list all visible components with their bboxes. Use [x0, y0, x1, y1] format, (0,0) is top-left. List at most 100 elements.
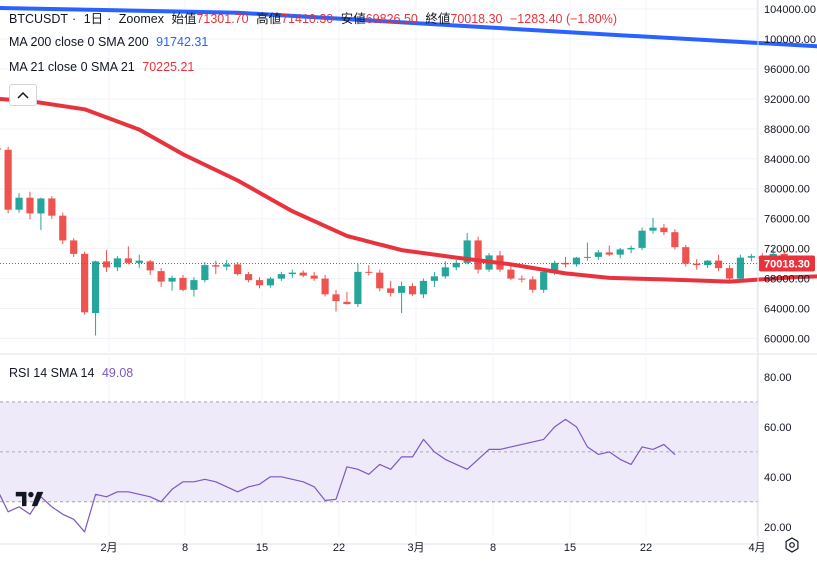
- candle: [408, 283, 417, 296]
- ma200-value: 91742.31: [156, 35, 209, 49]
- candle: [671, 229, 679, 250]
- ma21-line: [0, 97, 817, 284]
- candle-body: [332, 294, 340, 302]
- candle-body: [59, 215, 67, 241]
- candle-body: [277, 274, 285, 279]
- time-tick-label: 22: [333, 542, 345, 554]
- candle-body: [135, 260, 143, 263]
- collapse-legend-button[interactable]: [9, 84, 37, 106]
- candle-body: [419, 280, 428, 295]
- price-tick-label: 100000.00: [764, 34, 816, 46]
- candle: [168, 275, 176, 291]
- ma21-legend[interactable]: MA 21 close 0 SMA 21 70225.21: [9, 60, 198, 74]
- candle: [736, 254, 745, 281]
- candle: [441, 261, 449, 279]
- candle: [376, 269, 384, 292]
- rsi-line: [0, 418, 676, 533]
- candle: [638, 227, 646, 251]
- candle: [693, 259, 701, 270]
- rsi-pane: [0, 401, 758, 503]
- candle-body: [540, 271, 548, 290]
- candle-body: [430, 276, 438, 281]
- candle: [704, 259, 712, 269]
- high-label: 高値: [256, 12, 282, 26]
- rsi-tick-label: 80.00: [764, 372, 792, 384]
- time-tick-label: 15: [564, 542, 576, 554]
- price-tick-label: 84000.00: [764, 154, 810, 166]
- ohlc-legend: BTCUSDT · 1日 · Zoomex 始值71301.70 高値71410.3…: [9, 12, 618, 26]
- candle-body: [255, 280, 264, 286]
- candle: [190, 277, 198, 297]
- rsi-label: RSI 14 SMA 14: [9, 366, 95, 380]
- candle: [135, 254, 143, 269]
- tradingview-logo-icon[interactable]: [14, 488, 46, 510]
- candle-body: [616, 249, 624, 255]
- candle-body: [124, 258, 132, 263]
- candle-body: [244, 274, 253, 281]
- candle: [387, 280, 395, 297]
- candle-body: [310, 275, 318, 279]
- candle: [157, 268, 165, 287]
- last-price-label: 70018.30: [764, 258, 810, 270]
- candle: [277, 271, 285, 281]
- candle-body: [212, 265, 220, 267]
- candle-body: [146, 261, 154, 271]
- candle-body: [190, 280, 198, 290]
- candle-body: [354, 271, 362, 305]
- price-tick-label: 76000.00: [764, 214, 810, 226]
- high-value: 71410.30: [281, 12, 334, 26]
- candle: [594, 250, 602, 260]
- candle-body: [4, 149, 12, 210]
- candle: [605, 245, 613, 257]
- candle-body: [649, 227, 657, 231]
- candle-body: [48, 198, 56, 216]
- candle-body: [725, 268, 734, 279]
- candle: [244, 271, 253, 283]
- open-value: 71301.70: [196, 12, 249, 26]
- chevron-up-icon: [17, 91, 29, 99]
- candle-body: [474, 240, 482, 270]
- candle-body: [288, 272, 296, 275]
- rsi-legend[interactable]: RSI 14 SMA 14 49.08: [9, 366, 137, 380]
- candle: [452, 259, 460, 271]
- price-tick-label: 80000.00: [764, 184, 810, 196]
- rsi-tick-label: 40.00: [764, 472, 792, 484]
- candle: [59, 212, 67, 245]
- ma21-label: MA 21 close 0 SMA 21: [9, 60, 135, 74]
- candle: [37, 197, 45, 230]
- candle-body: [168, 277, 176, 282]
- candle: [518, 275, 526, 283]
- close-label: 終値: [425, 12, 451, 26]
- candle: [212, 260, 220, 275]
- interval-label[interactable]: 1日: [83, 12, 104, 26]
- ma200-legend[interactable]: MA 200 close 0 SMA 200 91742.31: [9, 35, 212, 49]
- candle-body: [398, 286, 406, 293]
- candle: [660, 223, 668, 236]
- symbol-label[interactable]: BTCUSDT: [9, 12, 69, 26]
- candle: [583, 242, 592, 261]
- candle: [616, 247, 624, 259]
- time-tick-label: 15: [256, 542, 268, 554]
- candle-body: [113, 258, 122, 268]
- candle: [0, 148, 1, 150]
- candle-body: [81, 253, 89, 313]
- candle-body: [507, 269, 515, 279]
- change-value: −1283.40 (−1.80%): [510, 12, 618, 26]
- candle-body: [594, 252, 602, 257]
- candle-body: [660, 227, 668, 233]
- candle-body: [266, 278, 275, 286]
- open-label: 始值: [171, 12, 197, 26]
- candle: [572, 256, 581, 267]
- gear-icon[interactable]: [784, 537, 800, 553]
- candle: [507, 265, 515, 281]
- candle: [201, 262, 209, 283]
- candle-body: [682, 247, 690, 264]
- candle: [398, 281, 406, 314]
- candle: [332, 289, 340, 312]
- ma200-line: [0, 6, 817, 49]
- candle-body: [561, 262, 570, 265]
- candle-body: [179, 277, 187, 290]
- candle-body: [605, 252, 613, 255]
